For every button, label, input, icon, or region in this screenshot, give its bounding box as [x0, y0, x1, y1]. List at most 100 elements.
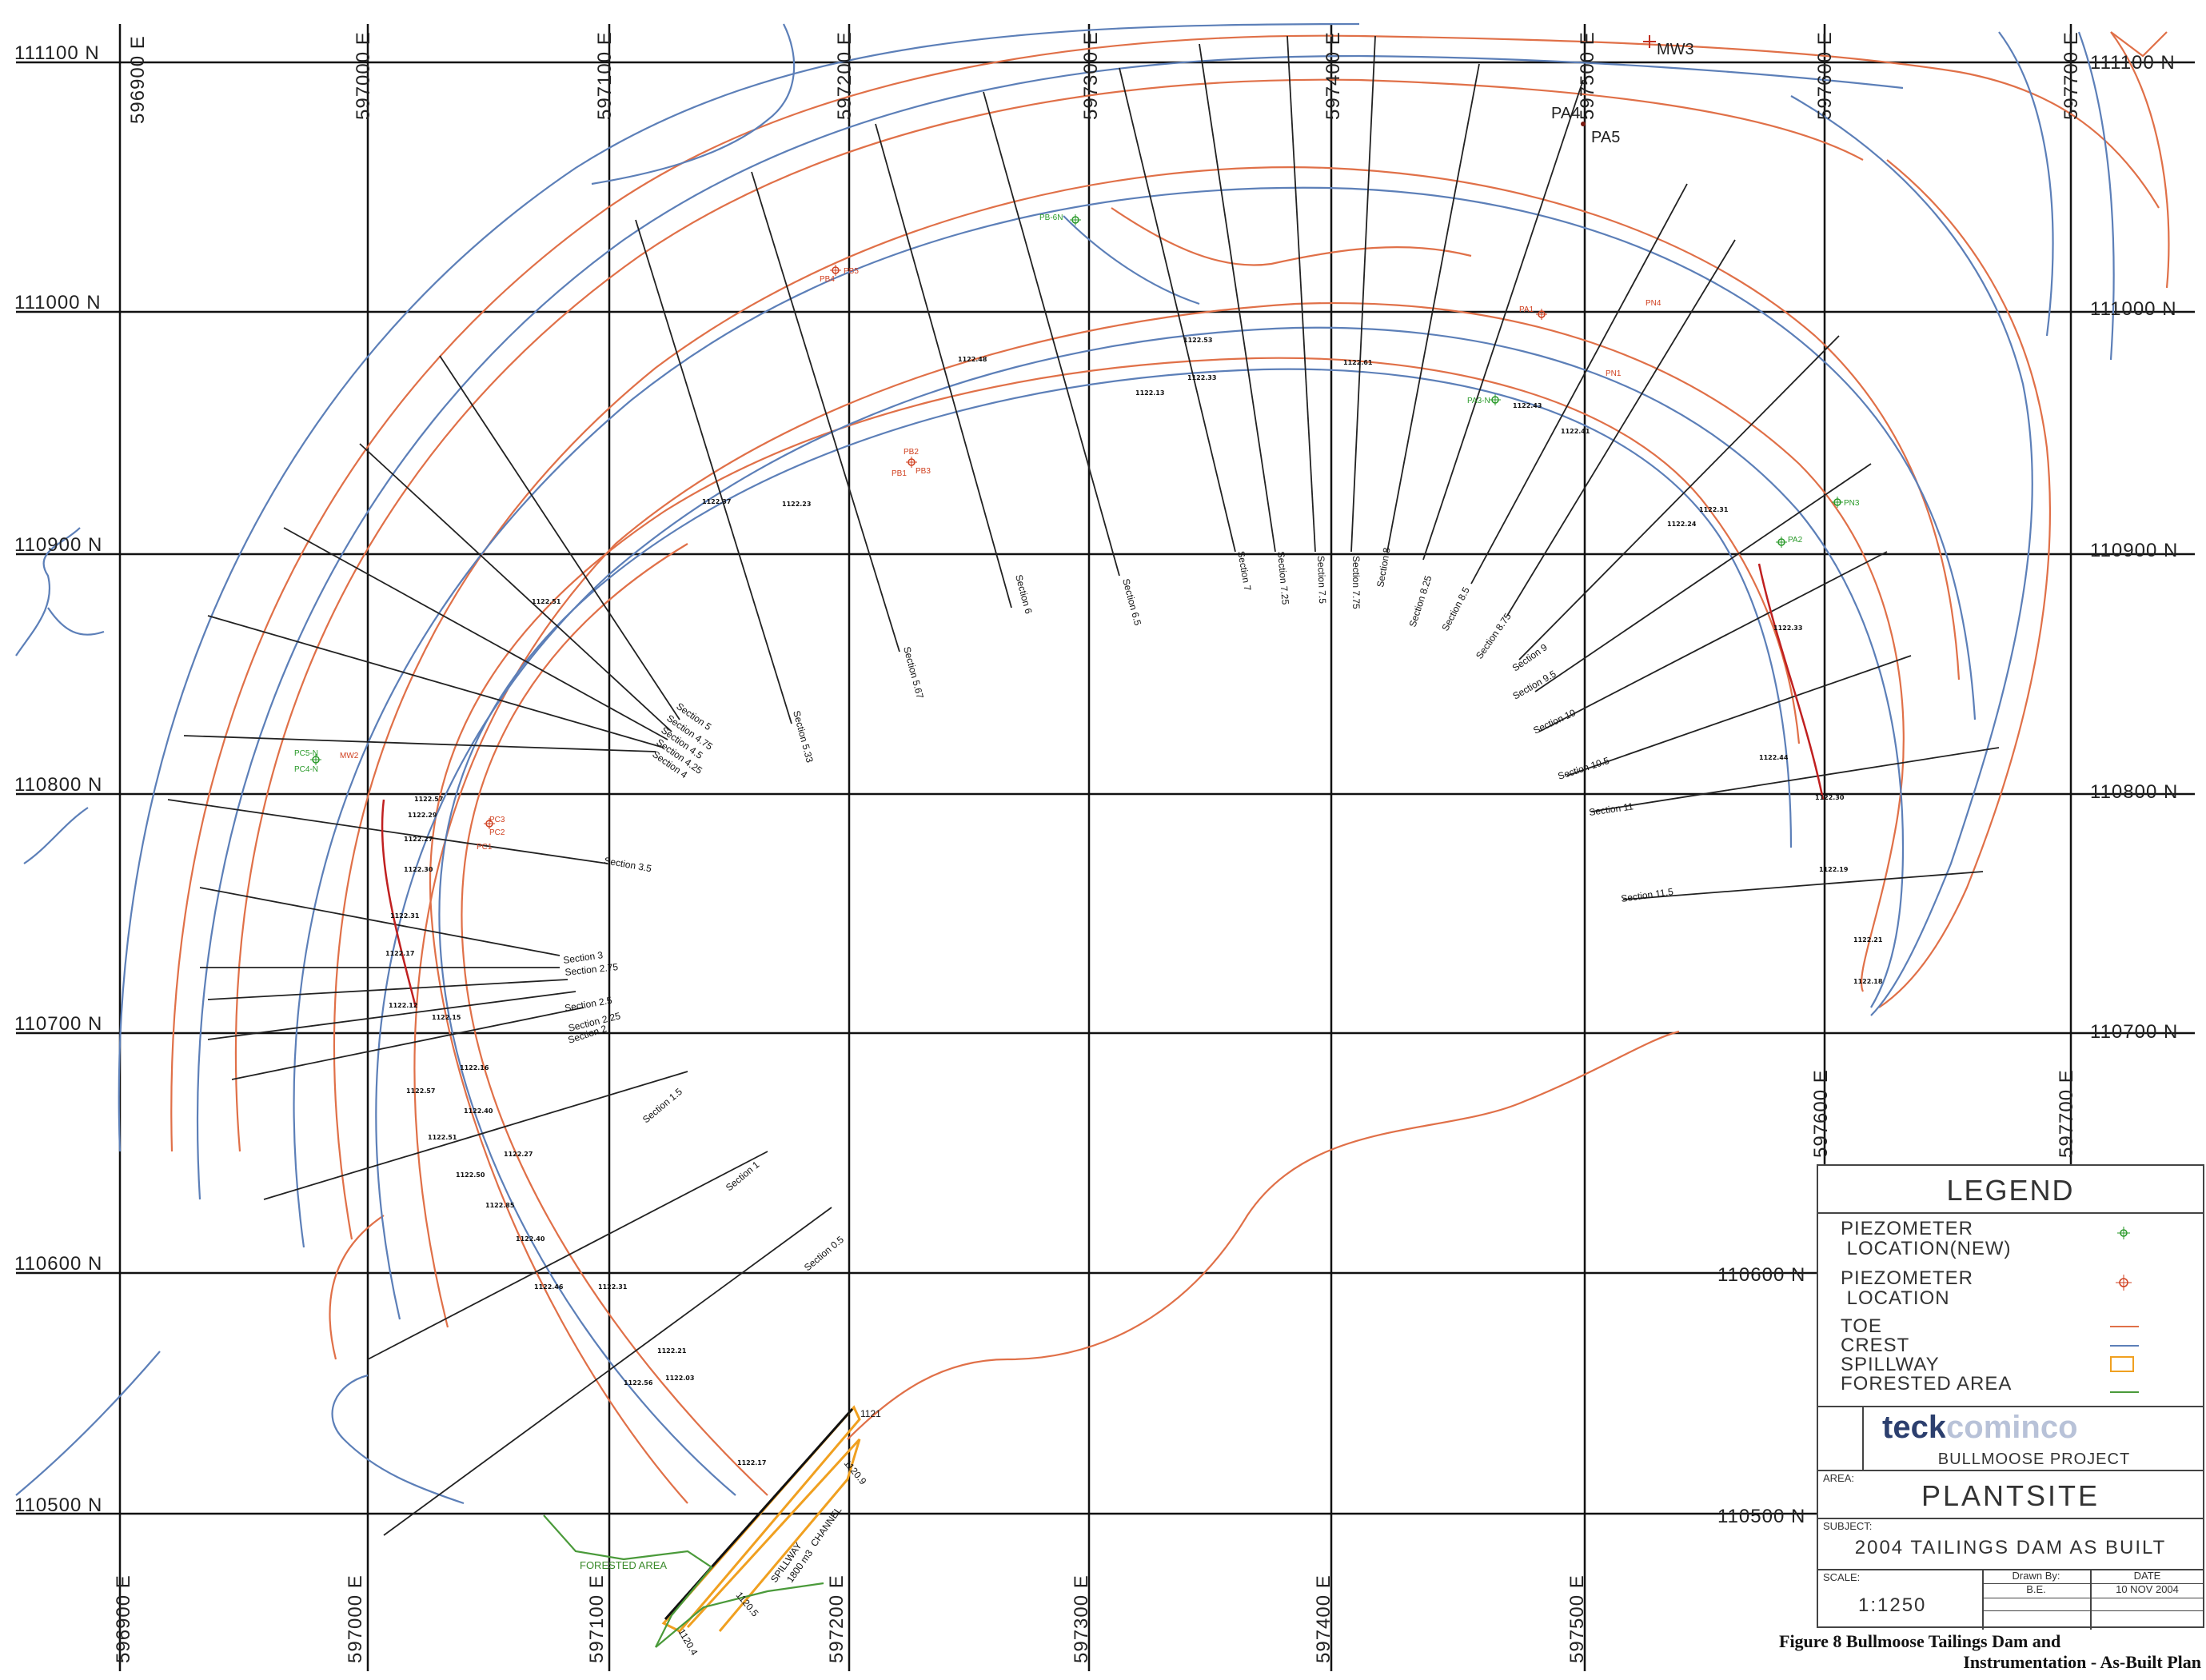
northing-label: 110600 N: [14, 1253, 102, 1275]
piezometer-label: PB-6N: [1039, 213, 1063, 222]
spillway-labels: 1121 1120.9 1120.5 1120.4 SPILLWAY 1800 …: [676, 1408, 881, 1658]
legend-title: LEGEND: [1946, 1174, 2075, 1207]
divider: [1818, 1569, 2203, 1570]
elevation-label: 1122.41: [1561, 428, 1590, 435]
scale-value: 1:1250: [1858, 1594, 1927, 1616]
monitoring-label: PA4: [1551, 105, 1580, 122]
piezometer-label: PA3-N: [1467, 397, 1490, 405]
easting-label: 597100 E: [594, 31, 616, 120]
legend-item-forested: FORESTED AREA: [1841, 1373, 2013, 1395]
elevation-label: 1122.57: [406, 1087, 435, 1095]
elevation-label: 1122.51: [428, 1134, 457, 1141]
elevation-label: 1122.29: [408, 812, 437, 819]
easting-label: 597500 E: [1577, 31, 1598, 120]
section-label: Section 6: [1013, 573, 1035, 615]
elevation-label: 1122.19: [1819, 866, 1849, 873]
section-label: Section 7: [1235, 550, 1254, 592]
section-label: Section 2.5: [564, 995, 613, 1014]
elevation-label: 1122.31: [1699, 506, 1729, 513]
divider: [1818, 1212, 2203, 1214]
northing-label: 111100 N: [14, 42, 100, 64]
elevation-label: 1122.12: [389, 1002, 417, 1009]
piezometer-label: MW2: [340, 752, 359, 760]
section-label: Section 9: [1510, 641, 1550, 673]
easting-label: 597500 E: [1566, 1574, 1588, 1663]
section-label: Section 1.5: [640, 1086, 684, 1126]
forested-area: [543, 1514, 824, 1648]
piezometers-existing: PB4 PB5 PB2 PB1 PB3 PC1 PC2 PC3 MW2 PA1 …: [340, 265, 1661, 852]
northing-label: 110500 N: [14, 1494, 102, 1516]
section-label: Section 9.5: [1511, 668, 1558, 701]
northing-label: 110800 N: [2090, 781, 2178, 803]
easting-label: 597300 E: [1071, 1574, 1092, 1663]
northing-label: 110900 N: [2090, 540, 2178, 561]
piezometer-new-icon: [1070, 214, 1081, 225]
elevation-label: 1122.18: [1853, 978, 1883, 985]
monitoring-points: MW3 PA4 PA5: [1551, 35, 1694, 146]
divider: [1818, 1406, 2203, 1407]
elevation-label: 1122.27: [404, 836, 433, 843]
piezometer-label: PA1: [1519, 305, 1534, 314]
piezometer-label: PC5-N: [294, 749, 318, 758]
divider: [1818, 1470, 2203, 1471]
spillway-elevation: 1120.4: [676, 1627, 700, 1658]
easting-label: 597400 E: [1313, 1574, 1334, 1663]
elevation-label: 1122.50: [456, 1171, 485, 1179]
section-label: Section 0.5: [802, 1234, 846, 1274]
easting-label: 597400 E: [1322, 31, 1344, 120]
section-label: Section 7.75: [1350, 556, 1362, 609]
easting-labels-bottom: 596900 E 597000 E 597100 E 597200 E 5973…: [113, 1069, 2077, 1663]
northing-labels: 111100 N 111000 N 110900 N 110800 N 1107…: [14, 42, 2178, 1527]
piezometer-label: PA2: [1788, 536, 1803, 545]
northing-label: 110900 N: [14, 534, 102, 556]
toe-contours: [170, 31, 2170, 1504]
elevation-label: 1122.03: [665, 1375, 694, 1382]
elevation-label: 1122.37: [702, 498, 731, 505]
easting-label: 597100 E: [586, 1574, 608, 1663]
section-label: Section 5.67: [901, 645, 926, 700]
elevation-label: 1122.40: [516, 1235, 545, 1243]
monitoring-point-icon: [1581, 122, 1586, 126]
scale-caption: SCALE:: [1823, 1571, 1861, 1583]
centerline-segment: [381, 799, 417, 1008]
elevation-label: 1122.15: [432, 1014, 461, 1021]
easting-label: 596900 E: [127, 35, 149, 124]
monitoring-label: MW3: [1657, 41, 1694, 58]
elevation-label: 1122.44: [1759, 754, 1789, 761]
piezometer-new-icon: [2114, 1223, 2133, 1246]
easting-label: 597700 E: [2056, 1069, 2077, 1158]
elevation-label: 1122.33: [1773, 625, 1802, 632]
elevation-label: 1122.57: [414, 796, 443, 803]
legend-title-block: LEGEND PIEZOMETER LOCATION(NEW) PIEZOMET…: [1817, 1164, 2204, 1630]
easting-label: 597600 E: [1810, 1069, 1832, 1158]
legend-item-spillway: SPILLWAY: [1841, 1354, 1940, 1375]
easting-labels-top: 596900 E 597000 E 597100 E 597200 E 5973…: [127, 31, 2082, 124]
northing-label: 110600 N: [1717, 1264, 1805, 1286]
section-label: Section 5.33: [791, 709, 816, 764]
piezometer-label: PB5: [844, 267, 859, 276]
monitoring-well-icon: [1643, 35, 1656, 48]
easting-label: 597600 E: [1814, 31, 1836, 120]
toe-line: [2110, 1326, 2139, 1327]
crest-elevations: 1122.57 1122.29 1122.27 1122.30 1122.31 …: [385, 337, 1883, 1467]
elevation-label: 1122.46: [534, 1283, 564, 1291]
piezometer-label: PC2: [489, 828, 505, 837]
northing-label: 110500 N: [1717, 1506, 1805, 1527]
elevation-label: 1122.24: [1667, 521, 1697, 528]
northing-label: 110700 N: [14, 1013, 102, 1035]
section-label: Section 8.25: [1407, 574, 1434, 629]
piezometer-icon: [2114, 1273, 2133, 1295]
section-label: Section 8: [1374, 546, 1393, 588]
piezometer-icon: [830, 265, 841, 276]
date-caption: DATE: [2133, 1570, 2161, 1582]
easting-label: 597000 E: [353, 31, 374, 120]
elevation-label: 1122.61: [1343, 359, 1373, 366]
figure-caption-line2: Instrumentation - As-Built Plan: [1963, 1652, 2201, 1672]
crest-contours: [15, 22, 2115, 1505]
divider: [1818, 1518, 2203, 1519]
piezometer-icon: [1536, 309, 1547, 320]
section-label: Section 11: [1588, 800, 1634, 818]
piezometer-label: PB3: [916, 467, 931, 476]
elevation-label: 1122.40: [464, 1107, 493, 1115]
